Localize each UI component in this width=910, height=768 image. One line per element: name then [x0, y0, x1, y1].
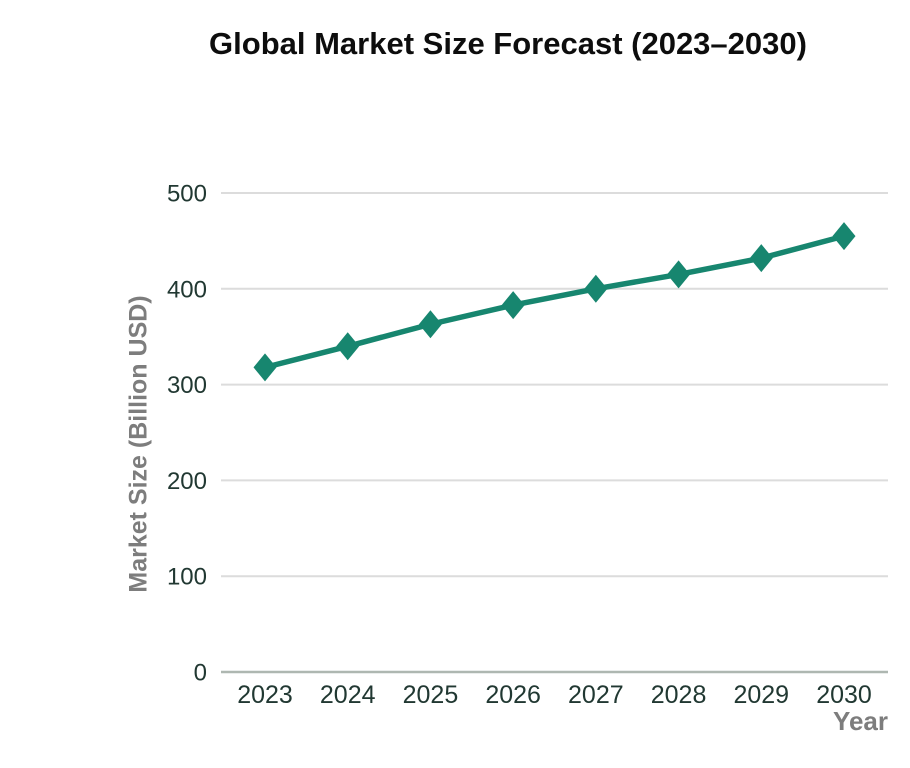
- x-tick-label-2024: 2024: [320, 681, 376, 709]
- x-tick-label-2026: 2026: [485, 681, 541, 709]
- data-point-2023: [253, 353, 277, 382]
- data-point-2025: [418, 310, 442, 339]
- data-point-2027: [584, 274, 608, 303]
- y-tick-label-500: 500: [167, 181, 207, 208]
- y-tick-label-400: 400: [167, 276, 207, 303]
- y-tick-label-100: 100: [167, 564, 207, 591]
- x-tick-label-2023: 2023: [237, 681, 293, 709]
- x-tick-label-2029: 2029: [733, 681, 789, 709]
- data-point-2028: [667, 260, 691, 289]
- y-tick-label-0: 0: [194, 660, 207, 687]
- x-tick-label-2027: 2027: [568, 681, 624, 709]
- chart-title: Global Market Size Forecast (2023–2030): [209, 26, 807, 61]
- data-point-2024: [336, 332, 360, 361]
- x-tick-label-2030: 2030: [816, 681, 872, 709]
- x-tick-label-2028: 2028: [651, 681, 707, 709]
- x-tick-label-2025: 2025: [403, 681, 459, 709]
- data-point-2026: [501, 291, 525, 320]
- y-tick-label-200: 200: [167, 468, 207, 495]
- data-point-2029: [749, 244, 773, 273]
- data-point-2030: [832, 222, 856, 251]
- x-axis-title: Year: [833, 706, 888, 736]
- series-line: [262, 233, 847, 371]
- y-tick-label-300: 300: [167, 372, 207, 399]
